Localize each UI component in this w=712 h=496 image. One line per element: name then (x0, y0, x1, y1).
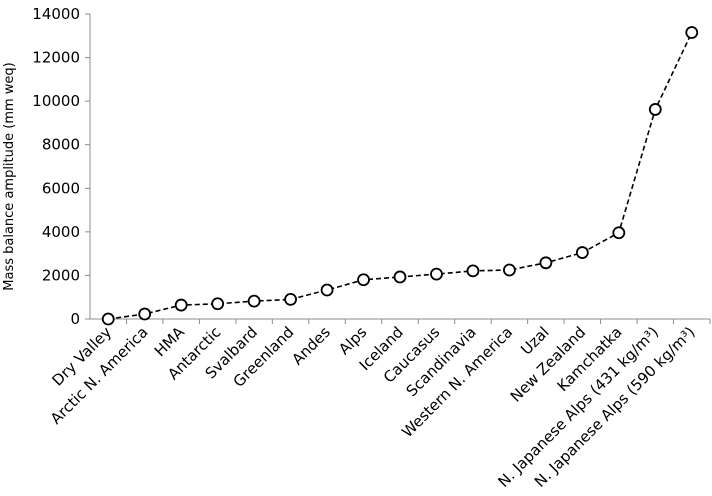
data-point (138, 307, 152, 321)
data-point (357, 273, 370, 287)
y-tick-label: 4000 (42, 223, 80, 241)
y-tick-label: 2000 (42, 266, 80, 284)
data-point (575, 246, 589, 259)
y-axis-title: Mass balance amplitude (mm weq) (2, 62, 17, 290)
data-point (612, 226, 626, 240)
y-tick-label: 14000 (32, 5, 80, 23)
x-axis-ticks (125, 319, 711, 324)
y-tick-labels: 0 2000 4000 6000 8000 10000 12000 14000 (32, 5, 80, 328)
data-point (503, 263, 516, 277)
y-tick-label: 12000 (32, 49, 80, 67)
data-point (648, 103, 662, 116)
data-point (101, 312, 115, 326)
y-tick-label: 6000 (42, 179, 80, 197)
y-tick-label: 10000 (32, 92, 80, 110)
data-point (211, 297, 225, 311)
y-tick-label: 8000 (42, 136, 80, 154)
series-markers (101, 26, 699, 326)
data-point (539, 256, 553, 270)
x-category-label: Andes (288, 323, 334, 369)
data-point (466, 264, 480, 278)
data-point (685, 26, 699, 39)
y-axis-ticks (85, 13, 90, 320)
data-point (430, 267, 443, 281)
data-point (247, 294, 261, 308)
data-point (393, 270, 407, 284)
data-point (174, 298, 188, 312)
y-tick-label: 0 (70, 310, 80, 328)
data-point (284, 292, 297, 306)
data-point (320, 283, 334, 297)
